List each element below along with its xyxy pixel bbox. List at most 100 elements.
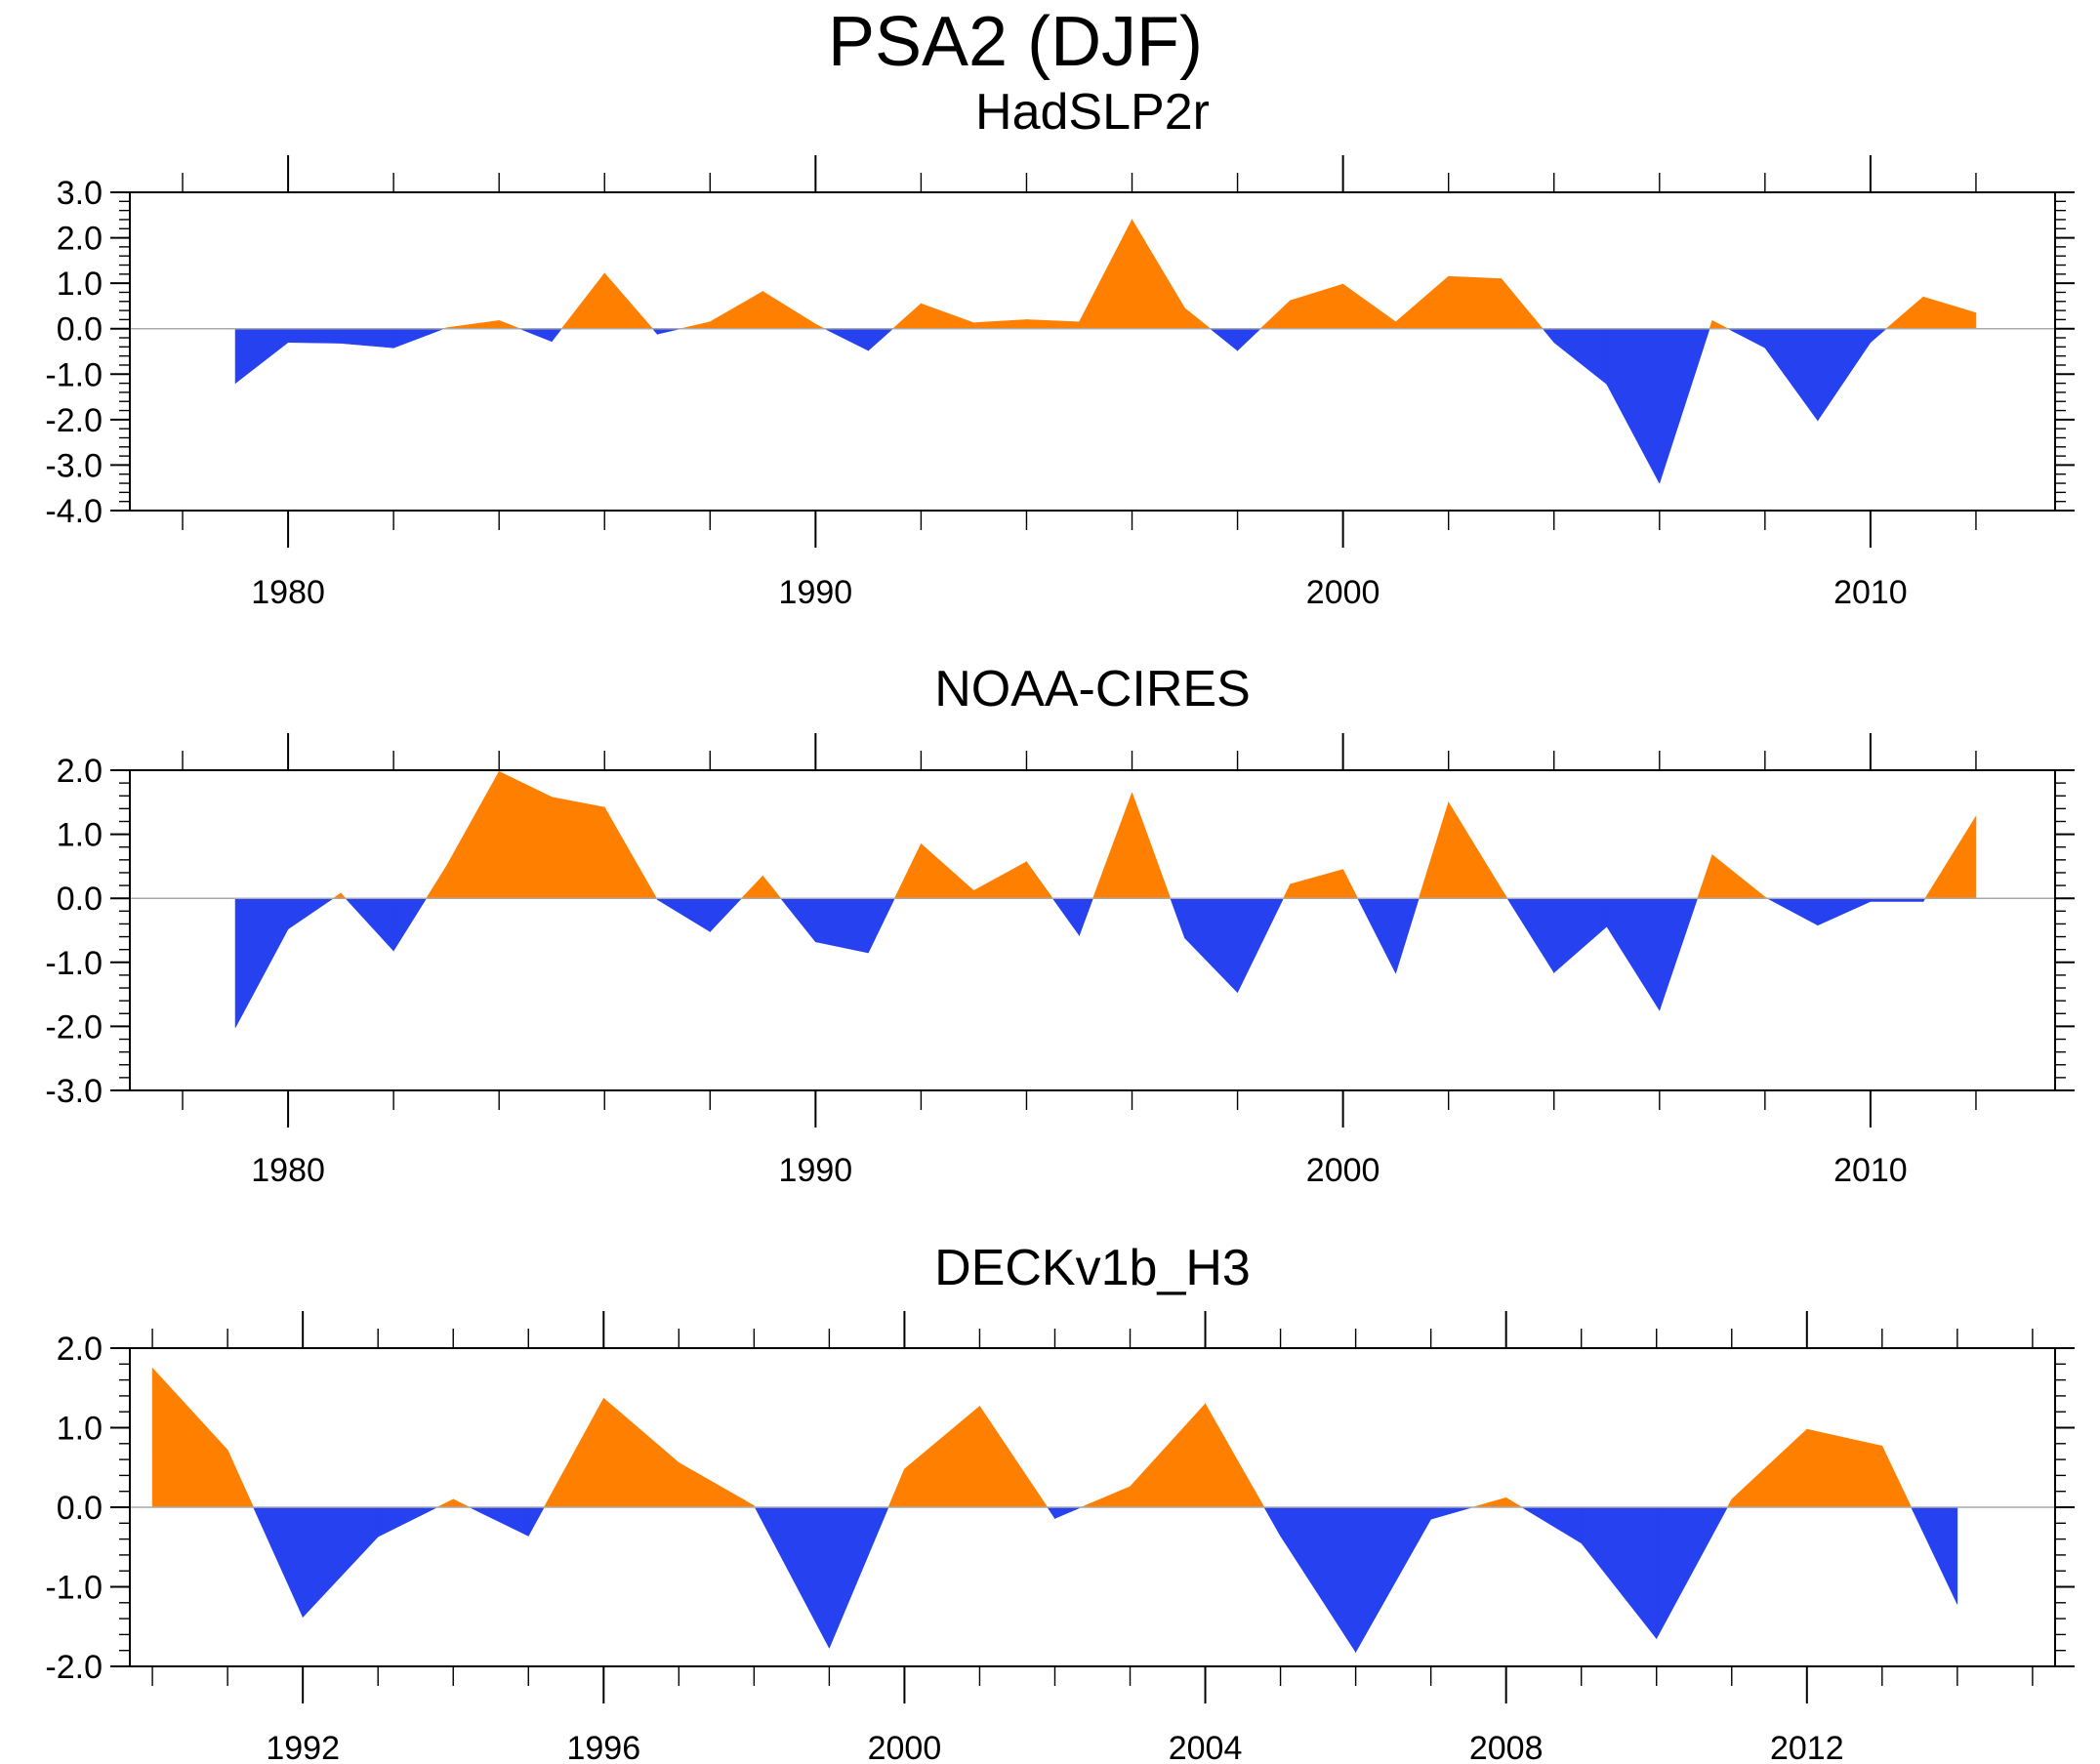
negative-area [1395, 897, 1420, 974]
negative-area [1209, 328, 1238, 351]
positive-area [1132, 792, 1172, 899]
y-tick-label: -1.0 [45, 1570, 103, 1607]
x-tick-label: 1996 [566, 1730, 640, 1764]
positive-area [452, 1498, 471, 1508]
negative-area [392, 328, 444, 349]
plot-frame [129, 769, 2056, 1091]
y-tick-label: 0.0 [57, 311, 103, 349]
negative-area [1237, 328, 1261, 351]
positive-area [1806, 1428, 1883, 1508]
y-tick-label: -4.0 [45, 493, 103, 530]
negative-area [1581, 1506, 1658, 1640]
positive-area [498, 770, 553, 899]
positive-area [1881, 1446, 1913, 1508]
x-tick-label: 2012 [1770, 1730, 1844, 1764]
positive-area [710, 291, 763, 330]
figure-title: PSA2 (DJF) [827, 3, 1204, 81]
positive-area [679, 1461, 755, 1508]
negative-area [710, 897, 743, 933]
y-tick-label: 1.0 [57, 1411, 103, 1448]
panel-title: NOAA-CIRES [934, 661, 1251, 718]
positive-area [1472, 1497, 1506, 1508]
y-tick-label: 2.0 [57, 753, 103, 790]
negative-area [1520, 1506, 1583, 1544]
x-tick-label: 1980 [251, 574, 325, 611]
positive-area [445, 770, 500, 899]
negative-area [1054, 1506, 1082, 1519]
negative-area [302, 1506, 379, 1619]
negative-area [868, 897, 895, 954]
negative-area [815, 897, 869, 954]
chart-panel-2: NOAA-CIRES 2.0 1.0 0.0 -1.0 -2.0 -3.0 1980 1990 2… [45, 661, 2075, 1189]
x-tick-label: 2004 [1169, 1730, 1243, 1764]
positive-area [762, 290, 816, 330]
positive-area [1026, 860, 1053, 899]
positive-area [1731, 1428, 1808, 1508]
y-tick-label: -3.0 [45, 1073, 103, 1110]
x-tick-label: 1990 [779, 574, 853, 611]
positive-area [680, 321, 711, 330]
negative-area [1170, 897, 1185, 938]
positive-area [1501, 277, 1544, 330]
negative-area [1606, 897, 1661, 1012]
plot-frame [129, 191, 2056, 512]
negative-area [253, 1506, 304, 1618]
negative-area [1553, 328, 1608, 386]
negative-area [1727, 328, 1766, 349]
negative-area [1430, 1506, 1473, 1520]
negative-area [656, 897, 711, 932]
negative-area [287, 897, 335, 930]
negative-area [1280, 1506, 1356, 1654]
x-tick-label: 2010 [1833, 1152, 1908, 1189]
negative-area [1870, 328, 1887, 344]
negative-area [824, 328, 869, 351]
positive-area [602, 1397, 679, 1508]
positive-area [1448, 275, 1503, 330]
negative-area [1051, 897, 1080, 937]
positive-area [151, 1367, 228, 1508]
positive-area [603, 272, 654, 330]
x-tick-label: 1990 [779, 1152, 853, 1189]
positive-area [973, 861, 1027, 899]
positive-area [445, 319, 500, 330]
negative-area [287, 328, 342, 344]
x-tick-label: 2010 [1833, 574, 1908, 611]
positive-area [1501, 887, 1508, 899]
positive-area [1026, 319, 1080, 330]
negative-area [1659, 897, 1699, 1011]
negative-area [234, 328, 289, 385]
positive-area [543, 1398, 604, 1508]
y-tick-label: 0.0 [57, 1490, 103, 1527]
positive-area [1448, 800, 1503, 899]
y-tick-label: -2.0 [45, 402, 103, 439]
positive-area [1885, 296, 1924, 330]
positive-area [1711, 319, 1729, 330]
x-tick-label: 1992 [266, 1730, 340, 1764]
x-tick-label: 2008 [1469, 1730, 1544, 1764]
positive-area [426, 865, 447, 899]
negative-area [754, 1506, 830, 1649]
chart-panel-3: DECKv1b_H3 2.0 1.0 0.0 -1.0 -2.0 1992 1996 2000 2… [45, 1240, 2075, 1764]
positive-area [921, 842, 974, 899]
positive-area [1290, 283, 1343, 330]
negative-area [1355, 1506, 1431, 1654]
negative-area [1263, 1506, 1281, 1538]
negative-area [1184, 897, 1238, 994]
negative-area [780, 897, 816, 943]
positive-area [740, 875, 763, 899]
positive-area [1283, 883, 1291, 899]
positive-area [891, 303, 922, 330]
positive-area [904, 1405, 980, 1508]
positive-area [1342, 869, 1359, 899]
y-tick-label: 3.0 [57, 175, 103, 212]
negative-area [1659, 328, 1710, 484]
positive-area [1342, 283, 1396, 330]
positive-area [1924, 815, 1977, 899]
negative-area [868, 328, 894, 351]
y-tick-label: 0.0 [57, 881, 103, 918]
positive-area [1395, 275, 1449, 330]
negative-area [392, 897, 428, 953]
y-tick-label: -3.0 [45, 447, 103, 484]
positive-area [893, 843, 922, 899]
positive-area [226, 1450, 255, 1508]
